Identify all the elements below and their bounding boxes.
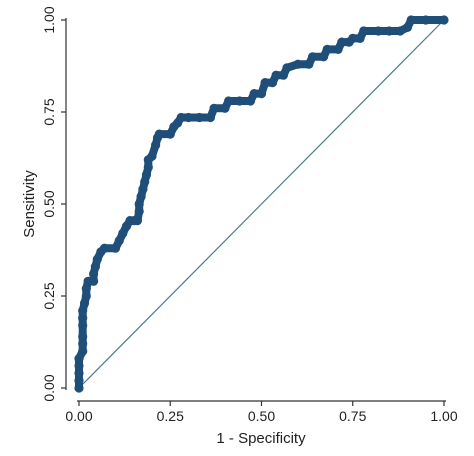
roc-point bbox=[99, 243, 110, 253]
y-tick-label: 0.75 bbox=[41, 98, 57, 125]
roc-point bbox=[337, 37, 347, 47]
roc-point bbox=[154, 129, 164, 139]
roc-point bbox=[138, 184, 148, 194]
roc-point bbox=[78, 331, 88, 342]
roc-point bbox=[118, 228, 128, 238]
roc-point bbox=[114, 236, 124, 246]
roc-point bbox=[81, 291, 91, 301]
roc-point bbox=[359, 26, 369, 36]
y-tick-label: 0.50 bbox=[41, 190, 57, 217]
roc-point bbox=[235, 96, 245, 106]
roc-point bbox=[293, 59, 303, 69]
roc-point bbox=[176, 112, 186, 123]
roc-point bbox=[384, 26, 394, 36]
roc-point bbox=[267, 78, 278, 88]
y-tick-label: 0.25 bbox=[41, 282, 57, 309]
roc-point bbox=[147, 151, 157, 161]
roc-point bbox=[151, 140, 161, 150]
x-axis-ticks: 0.00 0.25 0.50 0.75 1.00 bbox=[65, 401, 458, 424]
roc-point bbox=[260, 78, 270, 88]
roc-point bbox=[81, 284, 91, 294]
roc-point bbox=[90, 262, 100, 272]
y-tick-label: 0.00 bbox=[41, 374, 57, 401]
roc-point bbox=[78, 306, 88, 316]
roc-point bbox=[439, 15, 449, 25]
roc-point bbox=[402, 22, 413, 32]
roc-point bbox=[74, 376, 84, 386]
roc-point bbox=[224, 96, 234, 106]
roc-point bbox=[74, 354, 84, 364]
roc-point bbox=[282, 63, 292, 73]
roc-point bbox=[183, 112, 194, 123]
roc-point bbox=[74, 368, 84, 378]
x-tick-label: 0.25 bbox=[157, 408, 184, 424]
reference-line bbox=[78, 19, 445, 389]
x-tick-label: 0.00 bbox=[65, 408, 92, 424]
roc-point bbox=[249, 89, 259, 99]
roc-point bbox=[89, 276, 99, 286]
y-axis-label: Sensitivity bbox=[21, 170, 38, 238]
roc-point bbox=[322, 44, 332, 55]
roc-point bbox=[308, 52, 318, 62]
x-tick-label: 0.50 bbox=[248, 408, 275, 424]
roc-point bbox=[134, 206, 144, 216]
roc-curve-group bbox=[74, 15, 449, 393]
x-tick-label: 0.75 bbox=[339, 408, 366, 424]
x-tick-label: 1.00 bbox=[430, 408, 457, 424]
roc-point bbox=[271, 70, 281, 80]
roc-point bbox=[278, 70, 288, 80]
roc-point bbox=[132, 216, 142, 226]
roc-point bbox=[78, 339, 88, 349]
roc-point bbox=[348, 33, 358, 44]
roc-point bbox=[110, 243, 121, 253]
roc-point bbox=[194, 112, 204, 123]
roc-point bbox=[373, 26, 383, 36]
x-axis-label: 1 - Specificity bbox=[216, 430, 306, 447]
y-tick-label: 1.00 bbox=[41, 6, 57, 33]
roc-point bbox=[256, 89, 267, 99]
reference-line-group bbox=[78, 19, 445, 389]
roc-point bbox=[209, 103, 219, 113]
roc-point bbox=[79, 298, 90, 308]
roc-point bbox=[165, 129, 175, 139]
roc-point bbox=[74, 361, 84, 371]
roc-point bbox=[304, 59, 314, 69]
roc-point bbox=[78, 313, 88, 323]
roc-point bbox=[333, 44, 343, 55]
roc-point bbox=[421, 15, 431, 25]
roc-point bbox=[319, 52, 329, 62]
roc-point bbox=[92, 254, 102, 264]
roc-point bbox=[134, 199, 144, 209]
roc-point bbox=[205, 112, 215, 123]
roc-point bbox=[355, 33, 365, 44]
roc-point bbox=[74, 383, 84, 393]
roc-point bbox=[78, 346, 88, 356]
y-axis-ticks: 0.00 0.25 0.50 0.75 1.00 bbox=[41, 6, 66, 402]
roc-point bbox=[143, 162, 153, 172]
roc-point bbox=[406, 15, 416, 25]
roc-point bbox=[136, 192, 146, 202]
roc-point bbox=[245, 96, 256, 106]
roc-point bbox=[220, 103, 230, 113]
roc-point bbox=[89, 269, 99, 279]
roc-point bbox=[140, 177, 150, 187]
roc-point bbox=[141, 170, 152, 180]
roc-point bbox=[78, 320, 88, 330]
roc-point bbox=[395, 26, 405, 36]
